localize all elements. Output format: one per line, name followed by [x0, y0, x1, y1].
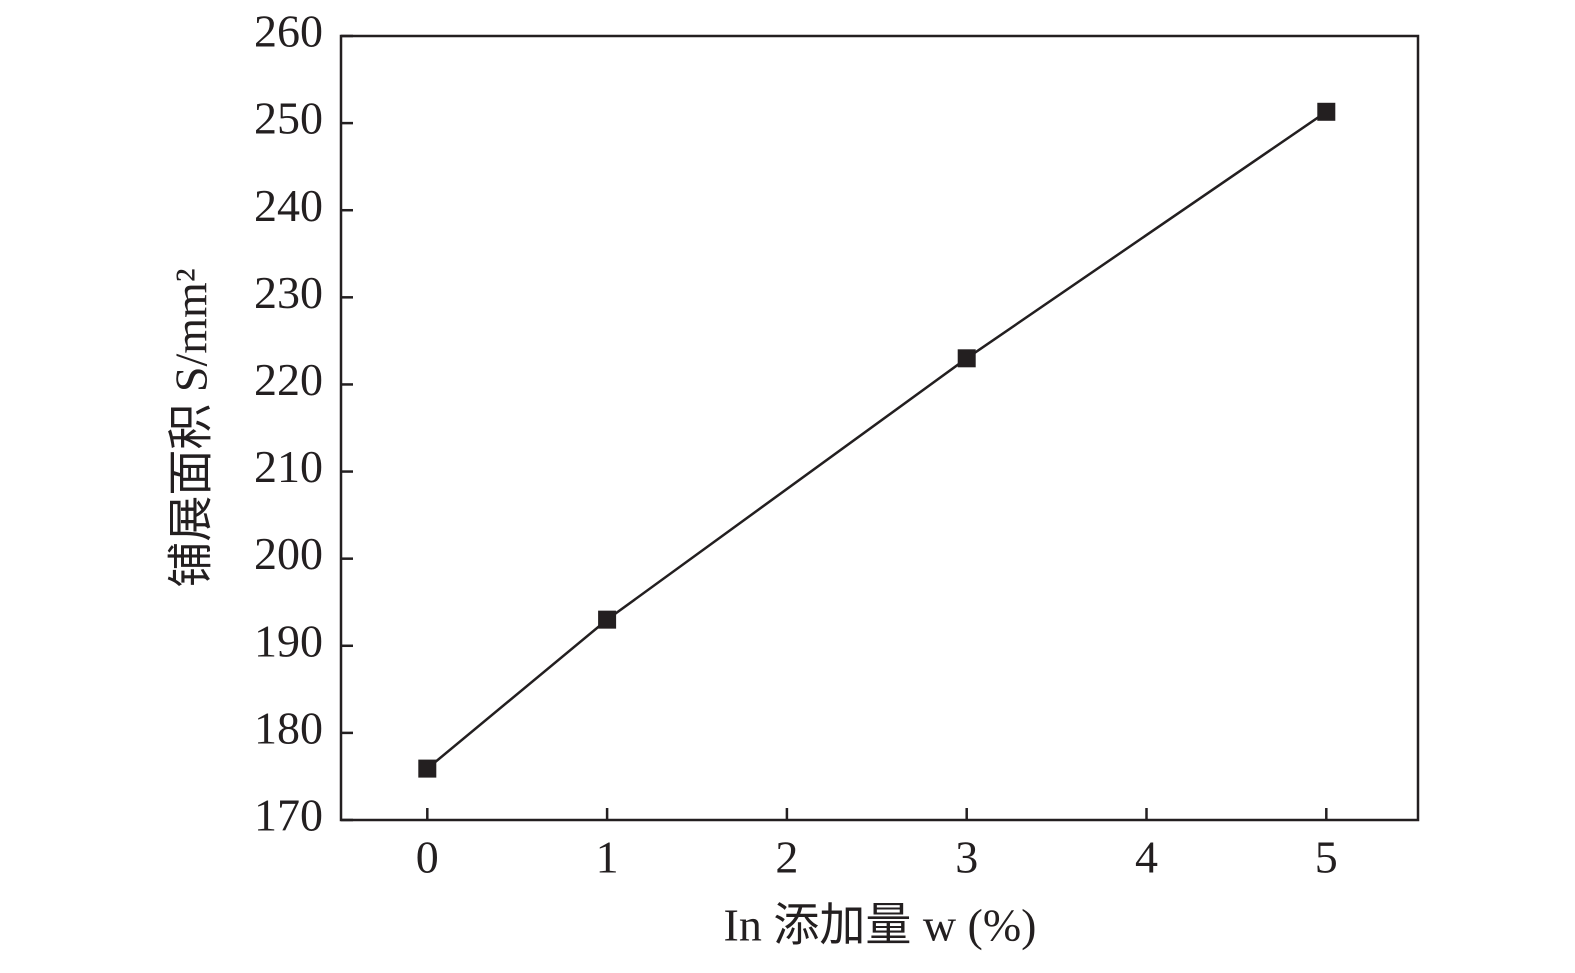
y-tick-label: 190	[254, 615, 323, 666]
x-tick-label: 2	[775, 832, 798, 883]
x-tick-label: 1	[596, 832, 619, 883]
marker	[418, 759, 437, 778]
y-tick-label: 240	[254, 180, 323, 231]
x-axis-label: In 添加量 w (%)	[724, 900, 1037, 951]
y-axis-label: 铺展面积 S/mm²	[166, 268, 217, 587]
line	[426, 110, 1328, 770]
y-tick-label: 220	[254, 354, 323, 405]
marker	[957, 349, 976, 368]
y-tick-label: 200	[254, 528, 323, 579]
marker	[1317, 102, 1336, 121]
plot-frame	[339, 34, 1420, 822]
y-tick-label: 180	[254, 702, 323, 753]
x-tick-label: 3	[955, 832, 978, 883]
y-tick-label: 230	[254, 267, 323, 318]
y-tick-label: 250	[254, 93, 323, 144]
x-tick-label: 4	[1135, 832, 1158, 883]
marker	[598, 610, 617, 629]
x-tick-label: 0	[416, 832, 439, 883]
y-tick-label: 260	[254, 6, 323, 57]
y-tick-label: 170	[254, 790, 323, 841]
x-tick-label: 5	[1315, 832, 1338, 883]
y-tick-label: 210	[254, 441, 323, 492]
